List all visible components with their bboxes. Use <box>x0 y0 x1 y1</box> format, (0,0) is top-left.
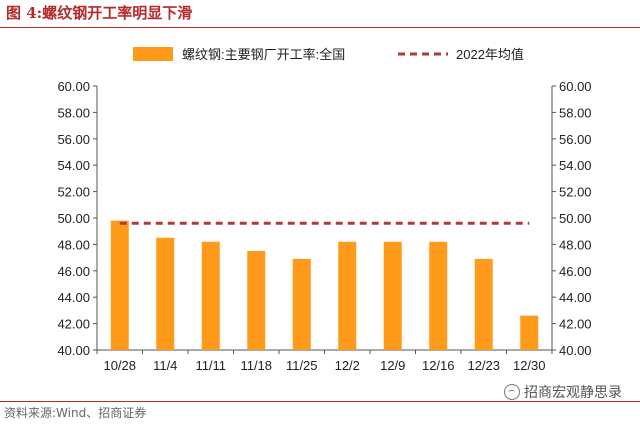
bar <box>338 241 357 350</box>
y-tick-label-left: 56.00 <box>57 132 90 147</box>
figure-title: 图 4:螺纹钢开工率明显下滑 <box>6 4 193 22</box>
bar <box>429 241 448 350</box>
y-tick-label-left: 42.00 <box>57 317 90 332</box>
chart-axes: 40.00 40.00 42.00 42.00 44.00 44.00 46.00 46.00… <box>57 79 591 373</box>
y-tick-label-right: 56.00 <box>559 132 592 147</box>
y-tick-label-left: 44.00 <box>57 290 90 305</box>
source-note: 资料来源:Wind、招商证券 <box>4 406 147 420</box>
x-tick-label: 11/18 <box>240 358 272 373</box>
y-tick-label-right: 60.00 <box>559 79 592 94</box>
y-tick-label-left: 54.00 <box>57 158 90 173</box>
y-tick-label-right: 50.00 <box>559 211 592 226</box>
y-tick-label-right: 44.00 <box>559 290 592 305</box>
watermark: 招商宏观静思录 <box>504 382 622 402</box>
x-tick-label: 12/30 <box>513 358 546 373</box>
x-tick-label: 11/25 <box>286 358 318 373</box>
bar <box>383 241 402 350</box>
legend-swatch-bar <box>133 47 173 61</box>
y-tick-label-left: 46.00 <box>57 264 90 279</box>
bar <box>201 241 220 350</box>
y-tick-label-left: 58.00 <box>57 105 90 120</box>
y-tick-label-left: 48.00 <box>57 237 90 252</box>
y-tick-label-left: 50.00 <box>57 211 90 226</box>
bar <box>292 258 311 350</box>
y-tick-label-right: 54.00 <box>559 158 592 173</box>
x-tick-label: 12/2 <box>335 358 360 373</box>
legend-label-average-line: 2022年均值 <box>456 47 524 62</box>
bar <box>247 251 266 350</box>
y-tick-label-right: 42.00 <box>559 317 592 332</box>
y-tick-label-right: 52.00 <box>559 185 592 200</box>
title-divider <box>0 27 640 28</box>
y-tick-label-left: 60.00 <box>57 79 90 94</box>
bar-chart: 螺纹钢:主要钢厂开工率:全国 2022年均值 40.00 40.00 42.00 42… <box>57 47 592 373</box>
y-tick-label-right: 48.00 <box>559 237 592 252</box>
x-tick-label: 12/23 <box>467 358 500 373</box>
wechat-icon <box>504 384 520 400</box>
x-tick-label: 10/28 <box>103 358 136 373</box>
bar <box>110 220 129 350</box>
x-tick-label: 12/16 <box>422 358 455 373</box>
chart-bars <box>110 220 539 350</box>
bar <box>520 315 539 350</box>
chart-legend: 螺纹钢:主要钢厂开工率:全国 2022年均值 <box>133 47 524 62</box>
y-tick-label-right: 40.00 <box>559 343 592 358</box>
y-tick-label-right: 46.00 <box>559 264 592 279</box>
x-tick-label: 12/9 <box>380 358 405 373</box>
source-divider <box>0 401 640 402</box>
legend-label-bar: 螺纹钢:主要钢厂开工率:全国 <box>182 47 345 62</box>
y-tick-label-left: 52.00 <box>57 185 90 200</box>
y-tick-label-left: 40.00 <box>57 343 90 358</box>
x-tick-label: 11/4 <box>153 358 177 373</box>
watermark-text: 招商宏观静思录 <box>524 385 622 401</box>
x-tick-label: 11/11 <box>195 358 226 373</box>
bar <box>474 258 493 350</box>
y-tick-label-right: 58.00 <box>559 105 592 120</box>
bar <box>156 237 175 350</box>
